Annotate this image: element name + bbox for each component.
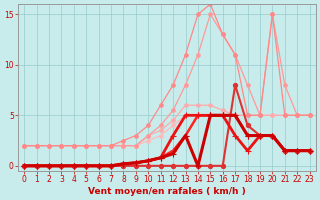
X-axis label: Vent moyen/en rafales ( km/h ): Vent moyen/en rafales ( km/h ) xyxy=(88,187,246,196)
